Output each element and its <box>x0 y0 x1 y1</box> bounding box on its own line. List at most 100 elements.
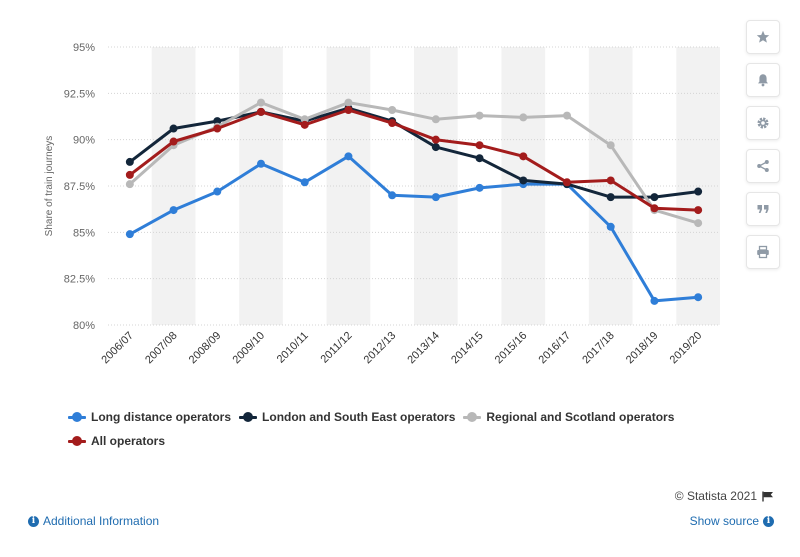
data-point <box>694 206 703 215</box>
data-point <box>694 293 703 302</box>
data-point <box>300 178 309 187</box>
data-point <box>519 113 528 122</box>
data-point <box>650 193 659 202</box>
x-axis-ticks: 2006/07 2007/08 2008/09 2009/10 2010/11 2011/… <box>99 330 704 367</box>
data-point <box>519 176 528 185</box>
print-icon <box>757 245 769 259</box>
favorite-button[interactable] <box>746 20 780 54</box>
series-line <box>128 106 700 199</box>
y-tick-label: 87.5% <box>64 181 95 193</box>
data-point <box>169 206 178 215</box>
additional-information-link[interactable]: i Additional Information <box>28 514 159 528</box>
data-point <box>650 204 659 213</box>
quote-icon <box>757 205 769 213</box>
data-point <box>431 135 440 144</box>
share-icon <box>757 160 769 172</box>
legend-row: All operators <box>68 429 728 453</box>
data-point <box>475 141 484 150</box>
data-point <box>125 230 134 239</box>
legend-item-all-operators[interactable]: All operators <box>68 434 165 448</box>
x-tick-label: 2013/14 <box>405 330 442 367</box>
credit-text: © Statista 2021 <box>674 489 757 503</box>
data-point <box>519 152 528 161</box>
legend-item-regional-scotland[interactable]: Regional and Scotland operators <box>463 410 674 424</box>
y-tick-label: 90% <box>73 135 95 147</box>
cite-button[interactable] <box>746 192 780 226</box>
data-point <box>300 115 309 124</box>
data-point <box>475 183 484 192</box>
y-tick-label: 85% <box>73 227 95 239</box>
band <box>151 47 196 325</box>
data-point <box>169 124 178 133</box>
data-point <box>431 193 440 202</box>
x-tick-label: 2009/10 <box>231 330 268 367</box>
bell-icon <box>758 74 768 87</box>
data-point <box>344 152 353 161</box>
additional-information-label: Additional Information <box>43 514 160 528</box>
x-tick-label: 2008/09 <box>187 330 224 367</box>
info-icon: i <box>763 515 774 527</box>
legend-label: Regional and Scotland operators <box>486 410 675 424</box>
flag-icon <box>762 491 773 501</box>
series-2 <box>125 98 703 228</box>
data-point <box>257 98 265 107</box>
data-point <box>344 98 353 107</box>
data-point <box>125 157 134 166</box>
band <box>588 47 633 325</box>
data-point <box>650 296 659 305</box>
data-point <box>475 154 484 163</box>
y-tick-label: 92.5% <box>64 88 95 100</box>
line-chart: 80% 82.5% 85% 87.5% 90% 92.5% 95% Share of tra… <box>44 42 720 367</box>
series-3 <box>125 106 703 215</box>
band <box>676 47 720 325</box>
show-source-label: Show source <box>689 514 759 528</box>
data-point <box>344 106 353 115</box>
data-point <box>125 170 134 179</box>
y-axis-ticks: 80% 82.5% 85% 87.5% 90% 92.5% 95% <box>64 42 95 332</box>
x-tick-label: 2018/19 <box>624 330 661 367</box>
data-point <box>213 117 222 126</box>
x-tick-label: 2019/20 <box>668 330 705 367</box>
notification-button[interactable] <box>746 63 780 97</box>
data-point <box>125 180 134 189</box>
star-icon <box>756 30 770 43</box>
series-group <box>125 98 703 305</box>
data-point <box>606 222 615 231</box>
share-button[interactable] <box>746 149 780 183</box>
data-point <box>388 191 397 200</box>
y-tick-label: 95% <box>73 42 95 54</box>
y-tick-label: 82.5% <box>64 274 95 286</box>
data-point <box>388 106 397 115</box>
legend-swatch <box>68 435 86 447</box>
data-point <box>606 176 615 185</box>
data-point <box>475 111 484 120</box>
data-point <box>563 111 571 120</box>
data-point <box>300 120 309 129</box>
data-point <box>606 193 615 202</box>
print-button[interactable] <box>746 235 780 269</box>
legend-item-long-distance[interactable]: Long distance operators <box>68 410 231 424</box>
x-tick-label: 2006/07 <box>99 330 136 367</box>
data-point <box>169 137 178 146</box>
series-line <box>128 154 700 303</box>
show-source-link[interactable]: Show source i <box>690 514 774 528</box>
legend-label: Long distance operators <box>91 410 232 424</box>
y-axis-label: Share of train journeys <box>44 136 55 237</box>
data-point <box>606 141 615 150</box>
x-tick-label: 2012/13 <box>362 330 399 367</box>
data-point <box>257 107 265 116</box>
y-tick-label: 80% <box>73 320 95 332</box>
x-tick-label: 2015/16 <box>493 330 530 367</box>
x-tick-label: 2007/08 <box>143 330 180 367</box>
data-point <box>431 115 440 124</box>
legend-item-london-south-east[interactable]: London and South East operators <box>239 410 455 424</box>
data-point <box>388 118 397 127</box>
legend-row: Long distance operators London and South… <box>68 405 728 429</box>
legend-label: London and South East operators <box>262 410 456 424</box>
legend-swatch <box>239 411 258 423</box>
series-line <box>128 101 700 225</box>
data-point <box>257 159 265 168</box>
settings-button[interactable] <box>746 106 780 140</box>
x-tick-label: 2011/12 <box>319 330 355 366</box>
legend-swatch <box>463 411 482 423</box>
